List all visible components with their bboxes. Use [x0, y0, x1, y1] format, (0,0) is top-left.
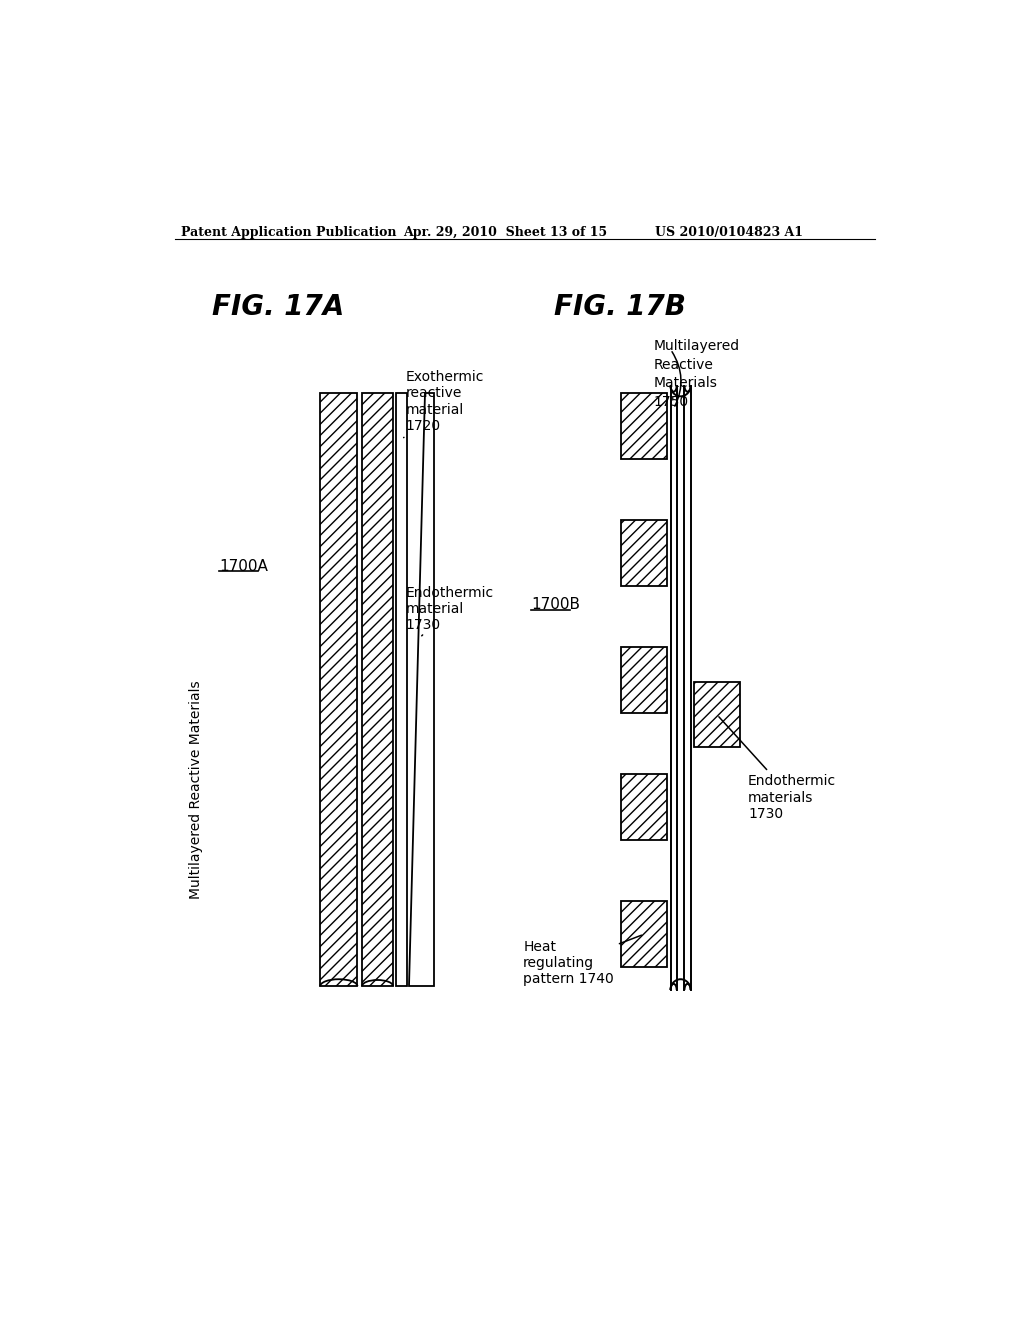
Text: 1700B: 1700B [531, 598, 580, 612]
Text: US 2010/0104823 A1: US 2010/0104823 A1 [655, 226, 803, 239]
Text: Heat
regulating
pattern 1740: Heat regulating pattern 1740 [523, 935, 642, 986]
Bar [621, 902, 668, 966]
Text: Endothermic
material
1730: Endothermic material 1730 [406, 586, 494, 636]
Text: Exothermic
reactive
material
1720: Exothermic reactive material 1720 [403, 370, 483, 438]
Text: FIG. 17B: FIG. 17B [554, 293, 686, 321]
Polygon shape [396, 393, 407, 986]
Text: 1700A: 1700A [219, 558, 268, 574]
Text: Endothermic
materials
1730: Endothermic materials 1730 [719, 717, 837, 821]
Bar [621, 647, 668, 713]
Bar [621, 520, 668, 586]
Text: Apr. 29, 2010  Sheet 13 of 15: Apr. 29, 2010 Sheet 13 of 15 [403, 226, 607, 239]
Bar [321, 393, 357, 986]
Text: Multilayered
Reactive
Materials
1750: Multilayered Reactive Materials 1750 [653, 339, 739, 409]
Bar [362, 393, 393, 986]
Text: Multilayered Reactive Materials: Multilayered Reactive Materials [189, 681, 203, 899]
Bar [693, 682, 740, 747]
Bar [621, 393, 668, 459]
Polygon shape [410, 393, 434, 986]
Text: Patent Application Publication: Patent Application Publication [180, 226, 396, 239]
Bar [621, 775, 668, 840]
Text: FIG. 17A: FIG. 17A [212, 293, 344, 321]
